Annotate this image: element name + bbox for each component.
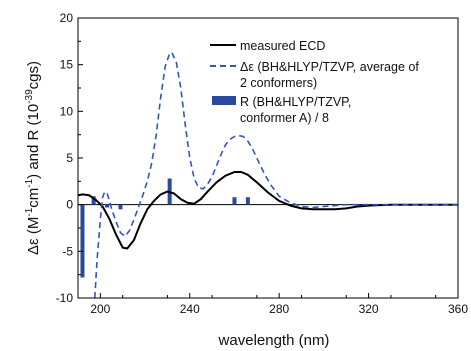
legend-calculated-label-line1: Δε (BH&HLYP/TZVP, average of <box>240 60 419 74</box>
y-tick-label-2: 0 <box>66 198 73 212</box>
bar-2 <box>105 204 110 208</box>
y-tick-label-4: 10 <box>60 104 74 118</box>
plot-area: 200 240 280 320 360 -10 -5 0 5 10 15 20 <box>56 11 469 316</box>
y-title-prefix: Δε (M <box>25 217 42 255</box>
x-tick-label-4: 360 <box>448 302 468 316</box>
calculated-ecd-line <box>94 51 458 298</box>
bar-5 <box>232 197 237 205</box>
x-axis-title: wavelength (nm) <box>218 332 330 349</box>
legend-measured-label: measured ECD <box>240 39 325 53</box>
x-tick-label-1: 240 <box>180 302 200 316</box>
y-tick-label-6: 20 <box>60 11 74 25</box>
y-title-mid1: cm <box>25 188 42 208</box>
y-title-mid2: ) and R (10 <box>25 104 42 179</box>
measured-ecd-line <box>78 171 458 250</box>
y-tick-label-1: -5 <box>62 244 73 258</box>
legend: measured ECD Δε (BH&HLYP/TZVP, average o… <box>210 39 419 125</box>
legend-bars-label-line2: conformer A) / 8 <box>240 111 329 125</box>
y-tick-label-3: 5 <box>66 151 73 165</box>
x-tick-label-0: 200 <box>90 302 110 316</box>
y-title-suffix: cgs) <box>25 61 42 89</box>
y-tick-label-5: 15 <box>60 58 74 72</box>
y-title-sup1: -1 <box>24 207 35 216</box>
y-tick-label-0: -10 <box>56 291 74 305</box>
bar-6 <box>245 197 250 205</box>
bar-1 <box>91 196 96 205</box>
x-tick-label-2: 280 <box>269 302 289 316</box>
bar-0 <box>80 204 85 278</box>
y-axis-title: Δε (M-1cm-1) and R (10-39cgs) <box>24 61 42 255</box>
legend-calculated-label-line2: 2 conformers) <box>240 76 317 90</box>
y-title-sup3: -39 <box>24 89 35 104</box>
y-title-sup2: -1 <box>24 178 35 187</box>
legend-bar-swatch <box>212 96 236 105</box>
legend-bars-label-line1: R (BH&HLYP/TZVP, <box>240 95 351 109</box>
x-tick-label-3: 320 <box>359 302 379 316</box>
bar-3 <box>118 204 123 210</box>
